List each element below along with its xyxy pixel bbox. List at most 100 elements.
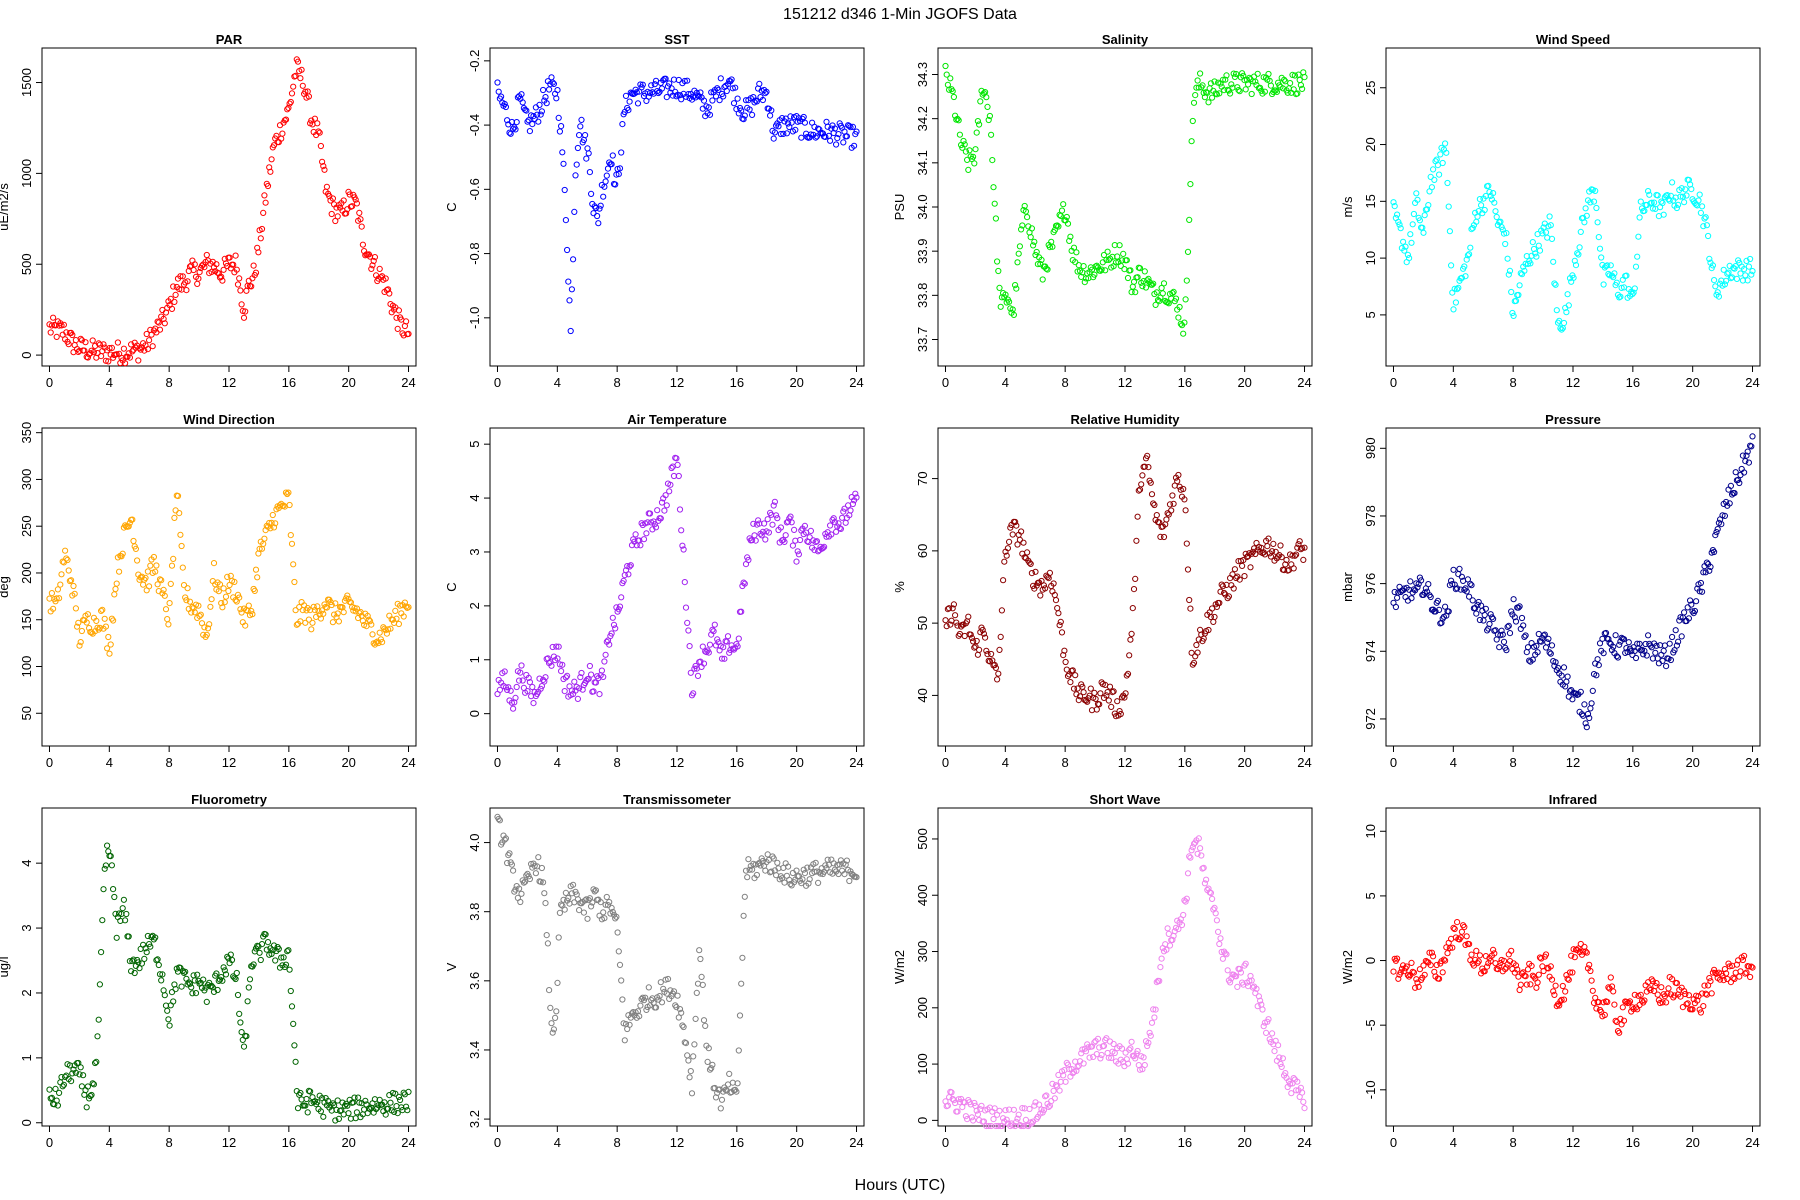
- y-tick-label: 5: [1363, 892, 1378, 899]
- data-point: [684, 619, 691, 627]
- data-point: [716, 647, 723, 654]
- data-point: [973, 637, 980, 645]
- data-point: [637, 542, 644, 549]
- data-point: [1721, 512, 1729, 520]
- data-point: [1157, 964, 1164, 971]
- data-point: [541, 890, 548, 897]
- data-point: [1114, 253, 1121, 260]
- data-point: [377, 636, 384, 643]
- data-point: [733, 1088, 740, 1095]
- x-tick-label: 8: [166, 1135, 173, 1150]
- data-point: [991, 1105, 998, 1112]
- data-point: [690, 1053, 697, 1060]
- data-point: [1120, 250, 1127, 257]
- data-point: [1560, 996, 1568, 1003]
- data-point: [842, 519, 849, 526]
- data-point: [529, 683, 536, 691]
- data-point: [678, 527, 685, 534]
- data-point: [1205, 99, 1212, 106]
- data-point: [1141, 1062, 1148, 1069]
- data-point: [995, 670, 1002, 677]
- data-point: [268, 156, 275, 163]
- data-point: [262, 931, 269, 938]
- data-point: [821, 543, 828, 551]
- data-point: [1736, 973, 1743, 980]
- data-point: [1257, 84, 1264, 91]
- data-point: [682, 1040, 690, 1047]
- data-point: [1687, 597, 1694, 604]
- data-point: [1681, 609, 1688, 616]
- data-point: [1645, 632, 1652, 639]
- data-point: [1097, 1055, 1104, 1062]
- data-point: [138, 960, 145, 967]
- y-tick-label: -1.0: [467, 307, 482, 329]
- data-point: [968, 634, 976, 642]
- data-point: [962, 148, 970, 155]
- data-point: [379, 639, 386, 646]
- data-point: [1157, 533, 1164, 541]
- data-point: [1610, 643, 1617, 650]
- data-point: [1725, 269, 1732, 276]
- data-point: [947, 621, 954, 628]
- data-point: [1187, 854, 1194, 861]
- data-point: [789, 542, 797, 549]
- data-point: [1440, 956, 1448, 963]
- data-point: [1617, 293, 1624, 300]
- data-point: [1556, 1002, 1563, 1009]
- data-point: [1714, 526, 1721, 533]
- data-point: [1671, 647, 1678, 654]
- x-tick-label: 24: [1297, 375, 1311, 390]
- x-tick-label: 4: [1450, 1135, 1457, 1150]
- data-point: [580, 909, 588, 916]
- data-point: [1297, 546, 1305, 553]
- data-point: [236, 594, 243, 601]
- data-point: [65, 341, 72, 348]
- data-point: [699, 643, 706, 650]
- data-point: [714, 636, 721, 643]
- data-point: [1272, 548, 1279, 555]
- data-point: [1414, 584, 1421, 591]
- data-point: [740, 116, 747, 123]
- x-tick-label: 20: [341, 1135, 355, 1150]
- data-point: [120, 896, 128, 903]
- data-point: [686, 643, 693, 650]
- data-point: [1450, 566, 1457, 573]
- data-point: [1211, 78, 1218, 85]
- data-point: [1528, 962, 1535, 970]
- data-point: [385, 286, 392, 293]
- data-point: [1175, 471, 1182, 479]
- data-point: [1019, 1105, 1026, 1112]
- data-point: [1467, 244, 1474, 251]
- data-point: [556, 128, 564, 135]
- data-point: [787, 113, 794, 120]
- data-point: [243, 287, 250, 294]
- data-point: [1040, 582, 1048, 589]
- data-point: [1287, 1080, 1294, 1088]
- data-point: [595, 220, 602, 227]
- data-point: [170, 998, 177, 1005]
- data-point: [1504, 623, 1511, 631]
- data-point: [1545, 635, 1552, 643]
- data-point: [1236, 576, 1243, 583]
- data-point: [1613, 279, 1620, 286]
- y-tick-label: 4: [19, 860, 34, 867]
- data-point: [95, 1016, 102, 1023]
- data-point: [618, 149, 625, 156]
- data-point: [524, 118, 531, 125]
- data-point: [334, 610, 341, 617]
- data-point: [171, 298, 178, 305]
- data-point: [405, 1088, 412, 1096]
- data-point: [1664, 192, 1671, 199]
- data-point: [1516, 986, 1523, 994]
- data-point: [69, 1070, 76, 1077]
- data-point: [693, 989, 700, 997]
- data-point: [547, 1004, 554, 1012]
- data-point: [177, 531, 184, 538]
- data-point: [236, 275, 243, 282]
- data-point: [1028, 225, 1036, 232]
- data-point: [1491, 950, 1498, 957]
- data-point: [286, 100, 293, 107]
- data-point: [1516, 282, 1523, 289]
- y-axis-label: C: [444, 202, 459, 211]
- data-point: [1744, 277, 1751, 284]
